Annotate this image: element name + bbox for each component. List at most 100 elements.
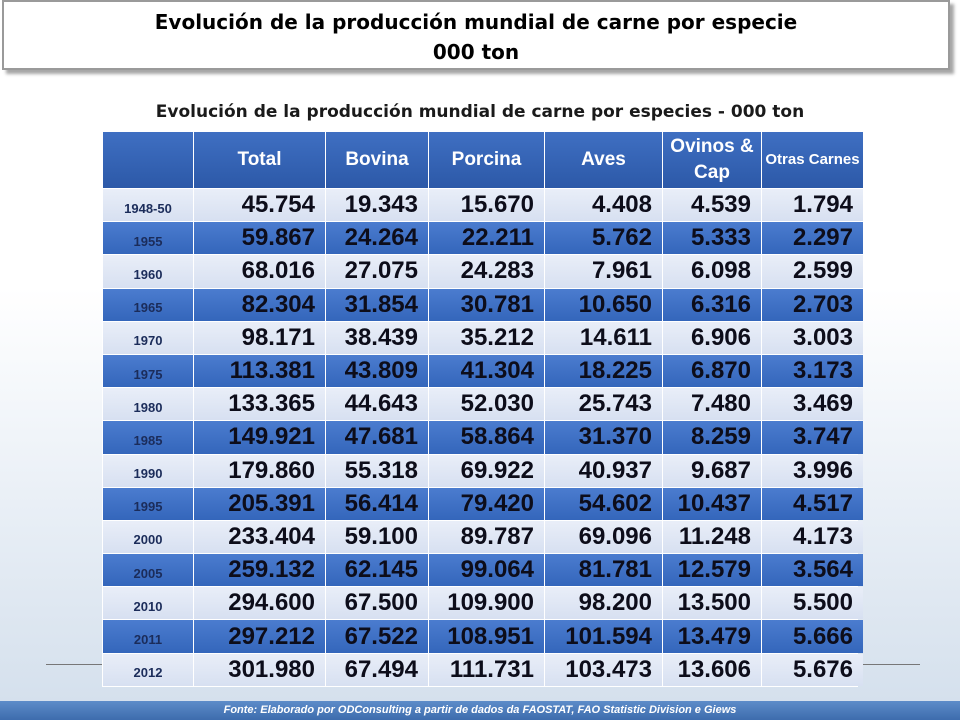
table-cell: 6.098 [663, 255, 761, 288]
table-cell: 31.370 [545, 421, 662, 454]
table-cell: 69.096 [545, 520, 662, 554]
table-cell: 3.996 [762, 454, 863, 487]
table-cell: 4.408 [545, 189, 662, 222]
table-cell: 59.867 [194, 222, 325, 255]
table-cell: 6.906 [663, 321, 761, 354]
row-label-year: 1995 [103, 487, 193, 520]
table-cell: 22.211 [429, 222, 544, 255]
table-cell: 5.500 [762, 587, 863, 620]
table-cell: 1.794 [762, 189, 863, 222]
table-cell: 3.747 [762, 421, 863, 454]
table-cell: 82.304 [194, 288, 325, 321]
table-cell: 4.539 [663, 189, 761, 222]
table-cell: 59.100 [326, 520, 428, 554]
table-cell: 67.522 [326, 620, 428, 653]
table-cell: 5.666 [762, 620, 863, 653]
table-cell: 149.921 [194, 421, 325, 454]
column-header-total: Total [194, 132, 325, 188]
table-cell: 18.225 [545, 354, 662, 388]
table-corner-cell [103, 132, 193, 188]
table-cell: 27.075 [326, 255, 428, 288]
table-cell: 111.731 [429, 653, 544, 686]
column-header-ovinos-cap: Ovinos & Cap [663, 132, 761, 188]
table-cell: 67.500 [326, 587, 428, 620]
table-cell: 69.922 [429, 454, 544, 487]
table-cell: 13.500 [663, 587, 761, 620]
table-cell: 2.599 [762, 255, 863, 288]
divider-right [857, 664, 920, 665]
column-header-aves: Aves [545, 132, 662, 188]
table-cell: 6.316 [663, 288, 761, 321]
source-footer: Fonte: Elaborado por ODConsulting a part… [0, 701, 960, 720]
table-cell: 7.480 [663, 388, 761, 421]
table-cell: 38.439 [326, 321, 428, 354]
title-box: Evolución de la producción mundial de ca… [2, 0, 950, 70]
table-cell: 24.264 [326, 222, 428, 255]
table-cell: 7.961 [545, 255, 662, 288]
table-cell: 55.318 [326, 454, 428, 487]
table-cell: 58.864 [429, 421, 544, 454]
table-cell: 41.304 [429, 354, 544, 388]
table-cell: 5.762 [545, 222, 662, 255]
table-cell: 24.283 [429, 255, 544, 288]
table-cell: 10.437 [663, 487, 761, 520]
table-title: Evolución de la producción mundial de ca… [155, 102, 805, 122]
table-cell: 25.743 [545, 388, 662, 421]
table-cell: 2.297 [762, 222, 863, 255]
table-cell: 56.414 [326, 487, 428, 520]
row-label-year: 1955 [103, 222, 193, 255]
table-cell: 205.391 [194, 487, 325, 520]
table-cell: 67.494 [326, 653, 428, 686]
table-cell: 15.670 [429, 189, 544, 222]
table-cell: 47.681 [326, 421, 428, 454]
row-label-year: 1990 [103, 454, 193, 487]
table-cell: 3.564 [762, 554, 863, 587]
row-label-year: 2011 [103, 620, 193, 653]
table-cell: 13.479 [663, 620, 761, 653]
table-cell: 2.703 [762, 288, 863, 321]
table-cell: 68.016 [194, 255, 325, 288]
table-cell: 4.173 [762, 520, 863, 554]
table-cell: 99.064 [429, 554, 544, 587]
table-cell: 14.611 [545, 321, 662, 354]
table-cell: 3.003 [762, 321, 863, 354]
row-label-year: 2000 [103, 520, 193, 554]
table-cell: 233.404 [194, 520, 325, 554]
table-cell: 30.781 [429, 288, 544, 321]
table-cell: 4.517 [762, 487, 863, 520]
table-cell: 109.900 [429, 587, 544, 620]
page-title: Evolución de la producción mundial de ca… [154, 10, 798, 34]
divider-left [46, 664, 102, 665]
table-cell: 40.937 [545, 454, 662, 487]
table-cell: 297.212 [194, 620, 325, 653]
table-cell: 89.787 [429, 520, 544, 554]
table-cell: 5.676 [762, 653, 863, 686]
row-label-year: 1980 [103, 388, 193, 421]
row-label-year: 2005 [103, 554, 193, 587]
table-cell: 35.212 [429, 321, 544, 354]
table-cell: 103.473 [545, 653, 662, 686]
table-cell: 3.469 [762, 388, 863, 421]
table-cell: 45.754 [194, 189, 325, 222]
table-cell: 6.870 [663, 354, 761, 388]
table-cell: 8.259 [663, 421, 761, 454]
table-cell: 113.381 [194, 354, 325, 388]
table-cell: 12.579 [663, 554, 761, 587]
table-cell: 98.171 [194, 321, 325, 354]
row-label-year: 2010 [103, 587, 193, 620]
table-cell: 259.132 [194, 554, 325, 587]
table-cell: 133.365 [194, 388, 325, 421]
table-cell: 10.650 [545, 288, 662, 321]
table-cell: 101.594 [545, 620, 662, 653]
table-cell: 3.173 [762, 354, 863, 388]
column-header-bovina: Bovina [326, 132, 428, 188]
meat-production-table: Total Bovina Porcina Aves Ovinos & Cap O… [102, 131, 863, 687]
table-cell: 31.854 [326, 288, 428, 321]
table-cell: 11.248 [663, 520, 761, 554]
table-cell: 294.600 [194, 587, 325, 620]
column-header-porcina: Porcina [429, 132, 544, 188]
table-cell: 54.602 [545, 487, 662, 520]
row-label-year: 1985 [103, 421, 193, 454]
table-cell: 179.860 [194, 454, 325, 487]
table-cell: 98.200 [545, 587, 662, 620]
